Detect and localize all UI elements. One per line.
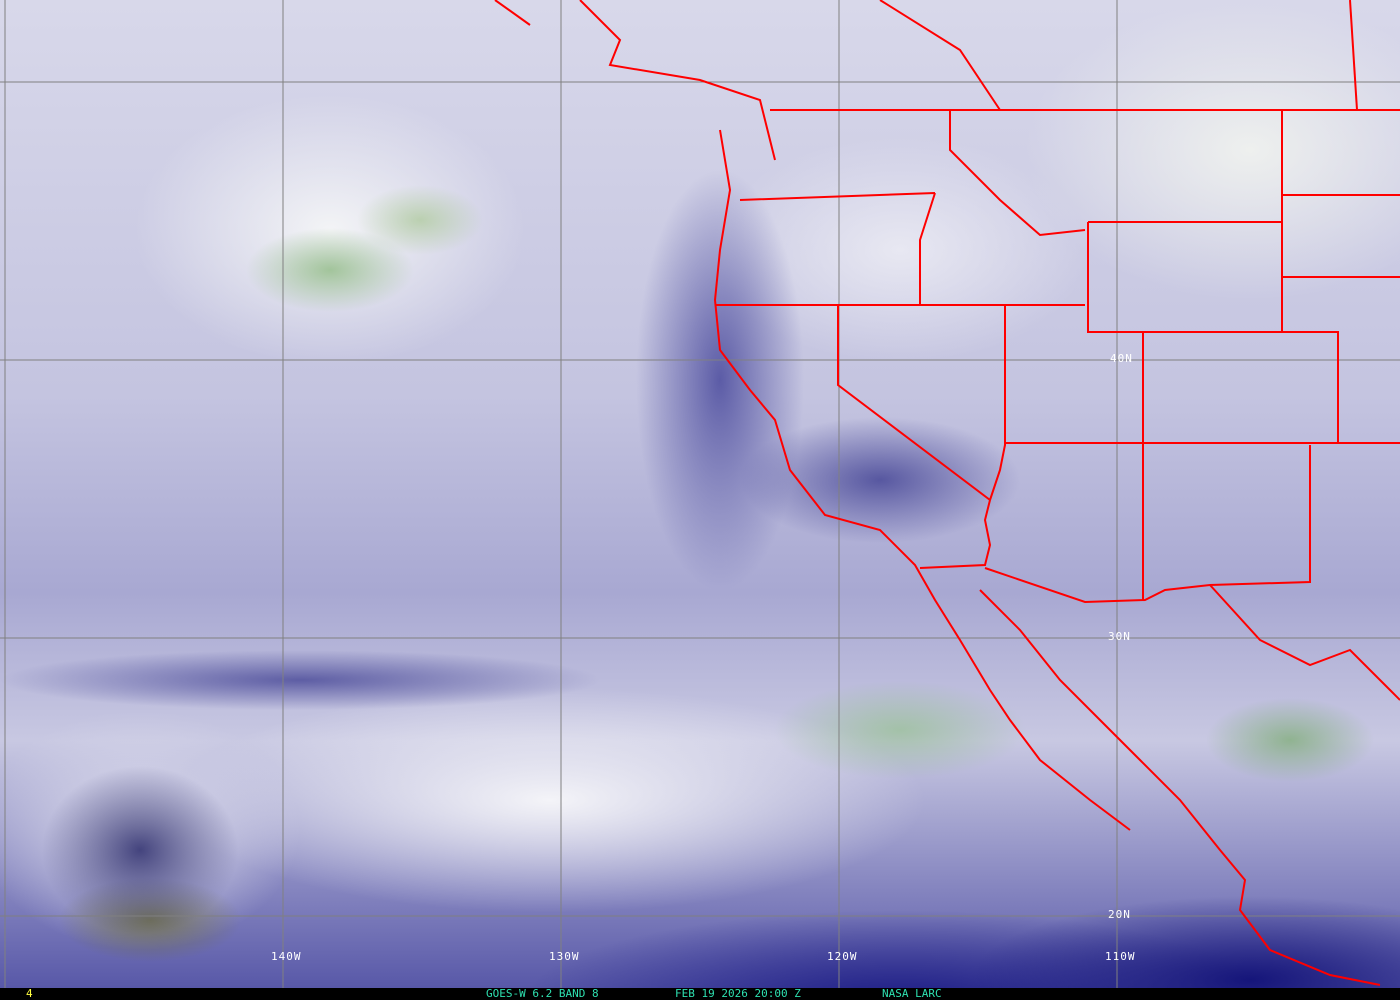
latitude-label: 20N: [1108, 908, 1131, 921]
longitude-label: 130W: [549, 950, 580, 963]
image-datetime: FEB 19 2026 20:00 Z: [675, 987, 801, 1000]
longitude-label: 140W: [271, 950, 302, 963]
coastline-and-borders: [494, 0, 1400, 986]
latitude-label: 40N: [1110, 352, 1133, 365]
status-footer: 4 GOES-W 6.2 BAND 8 FEB 19 2026 20:00 Z …: [0, 987, 1400, 1000]
frame-number: 4: [26, 987, 33, 1000]
satellite-band: GOES-W 6.2 BAND 8: [486, 987, 599, 1000]
longitude-label: 120W: [827, 950, 858, 963]
latitude-label: 30N: [1108, 630, 1131, 643]
longitude-label: 110W: [1105, 950, 1136, 963]
image-source: NASA LARC: [882, 987, 942, 1000]
